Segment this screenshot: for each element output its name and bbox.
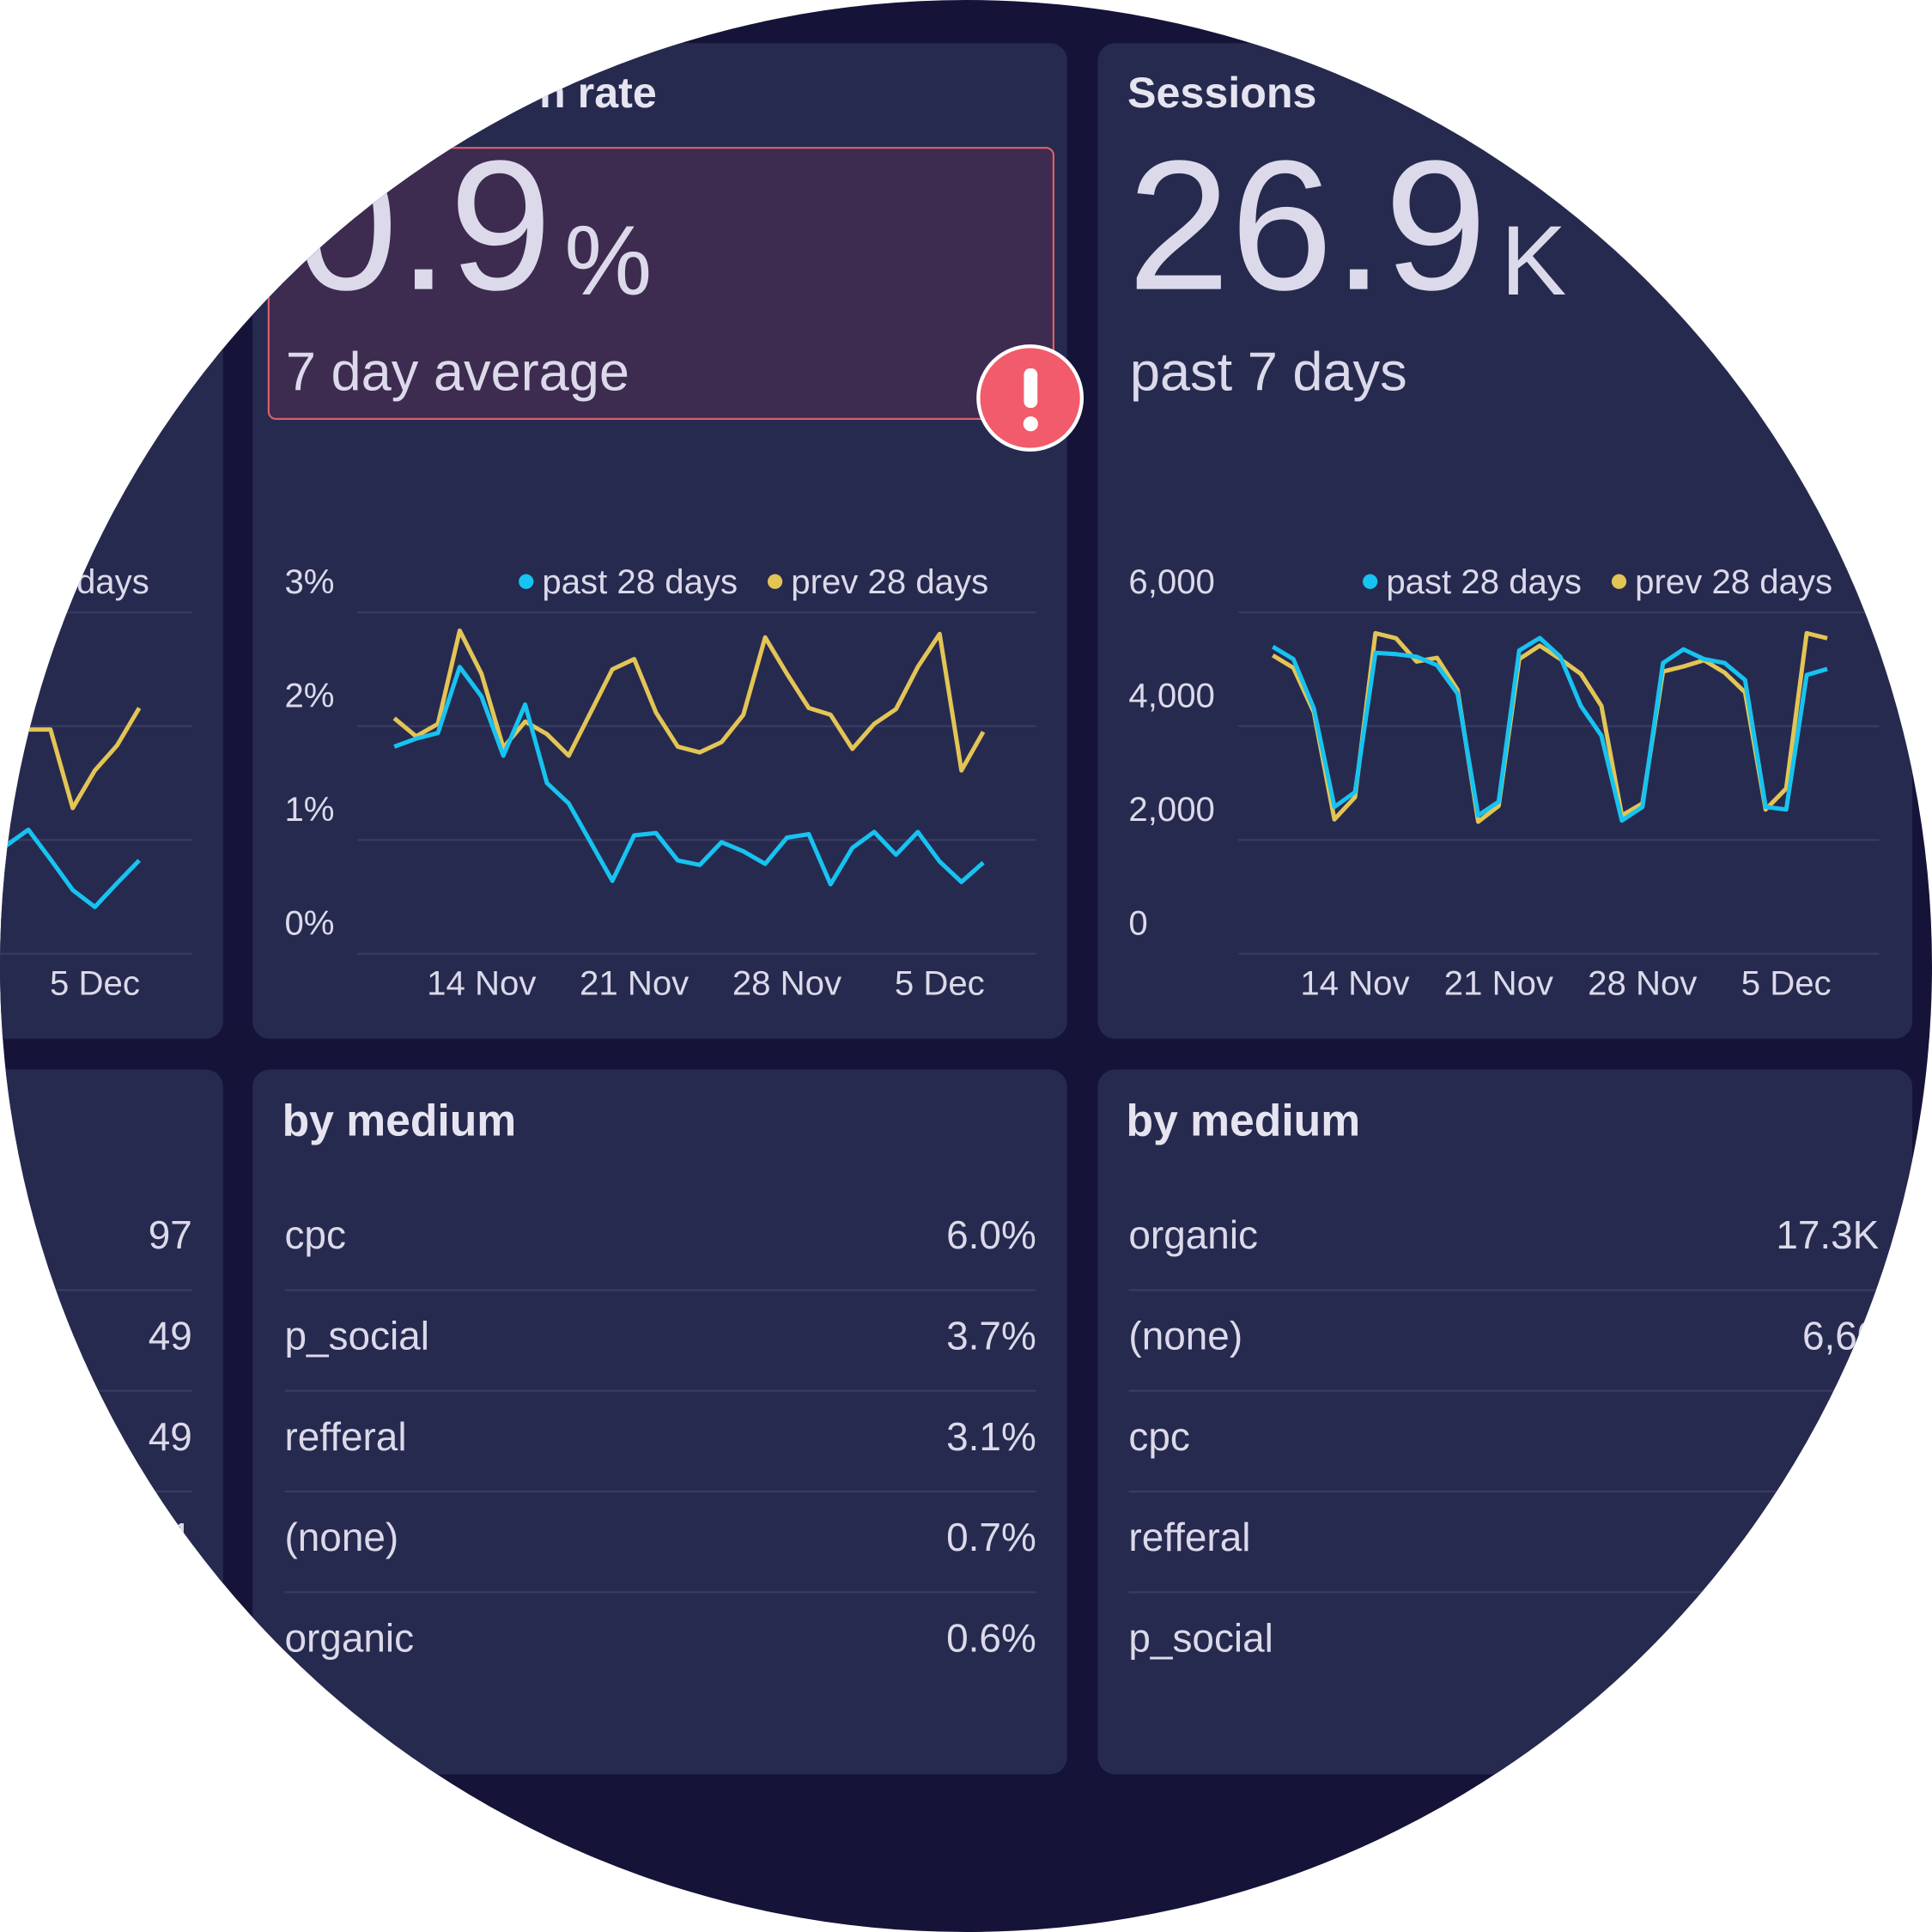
row-value: 17.3K xyxy=(1776,1212,1879,1257)
x-tick-label: 5 Dec xyxy=(895,964,985,1003)
legend-swatch xyxy=(767,574,783,589)
panel xyxy=(1097,1069,1913,1775)
row-label: p_social xyxy=(1128,1615,1273,1660)
series-line xyxy=(393,665,985,887)
legend-swatch xyxy=(1363,574,1378,589)
row-value: 97 xyxy=(149,1212,192,1257)
kpi-caption: 7 day average xyxy=(286,342,629,402)
panel-title: n rate xyxy=(539,69,657,117)
alert-icon-dot xyxy=(1023,416,1038,432)
y-tick-label: 3% xyxy=(284,562,334,601)
x-tick-label: 14 Nov xyxy=(1300,964,1409,1003)
x-tick-label: 28 Nov xyxy=(732,964,841,1003)
x-tick-label: 5 Dec xyxy=(1741,964,1832,1003)
row-label: (none) xyxy=(1128,1314,1242,1358)
row-label: organic xyxy=(284,1615,414,1660)
kpi-caption: past 7 days xyxy=(1130,342,1407,402)
panel-title: by medium xyxy=(1127,1095,1361,1145)
legend-swatch xyxy=(1611,574,1627,589)
kpi-unit: K xyxy=(1501,206,1567,316)
x-tick-label: 28 Nov xyxy=(1588,964,1697,1003)
row-label: refferal xyxy=(1128,1515,1250,1559)
series-line xyxy=(392,628,986,773)
y-tick-label: 2,000 xyxy=(1128,790,1215,829)
legend-swatch xyxy=(519,574,534,589)
row-label: refferal xyxy=(284,1414,406,1459)
y-tick-label: 4,000 xyxy=(1128,676,1215,714)
kpi-value: 26.9 xyxy=(1127,122,1487,329)
alert-icon-bar xyxy=(1024,368,1038,408)
row-value: 0.6% xyxy=(946,1615,1036,1660)
x-tick-label: 21 Nov xyxy=(1444,964,1553,1003)
row-label: cpc xyxy=(284,1212,345,1257)
legend-label: past 28 days xyxy=(542,562,738,601)
y-tick-label: 0 xyxy=(1128,903,1147,942)
row-value: 0.7% xyxy=(946,1515,1036,1559)
legend-label: prev 28 days xyxy=(791,562,988,601)
row-value: 49 xyxy=(149,1314,192,1358)
y-tick-label: 2% xyxy=(284,676,334,714)
series-line xyxy=(1272,635,1828,823)
row-value: 3.1% xyxy=(946,1414,1036,1459)
panel xyxy=(252,1069,1067,1775)
legend-label: prev 28 days xyxy=(1635,562,1832,601)
y-tick-label: 1% xyxy=(284,790,334,829)
legend-label: past 28 days xyxy=(1386,562,1582,601)
x-tick-label: 14 Nov xyxy=(427,964,536,1003)
panel-title: Sessions xyxy=(1127,69,1317,117)
kpi-unit: % xyxy=(564,206,652,316)
row-label: (none) xyxy=(284,1515,398,1559)
series-line xyxy=(4,827,141,909)
y-tick-label: 6,000 xyxy=(1128,562,1215,601)
panel-title: by medium xyxy=(283,1095,517,1145)
row-value: 3.7% xyxy=(946,1314,1036,1358)
y-tick-label: 0% xyxy=(284,903,334,942)
row-label: organic xyxy=(1128,1212,1258,1257)
row-value: 1 xyxy=(170,1515,192,1559)
row-label: cpc xyxy=(1128,1414,1189,1459)
row-value: 1. xyxy=(1846,1414,1879,1459)
x-tick-label: 5 Dec xyxy=(50,964,140,1003)
row-label: p_social xyxy=(284,1314,428,1358)
legend-label: days xyxy=(76,562,149,601)
row-value: 49 xyxy=(149,1414,192,1459)
kpi-value: 0.9 xyxy=(295,122,552,329)
row-value: 6.0% xyxy=(946,1212,1036,1257)
x-tick-label: 21 Nov xyxy=(580,964,689,1003)
row-value: 6,60 xyxy=(1802,1314,1879,1358)
